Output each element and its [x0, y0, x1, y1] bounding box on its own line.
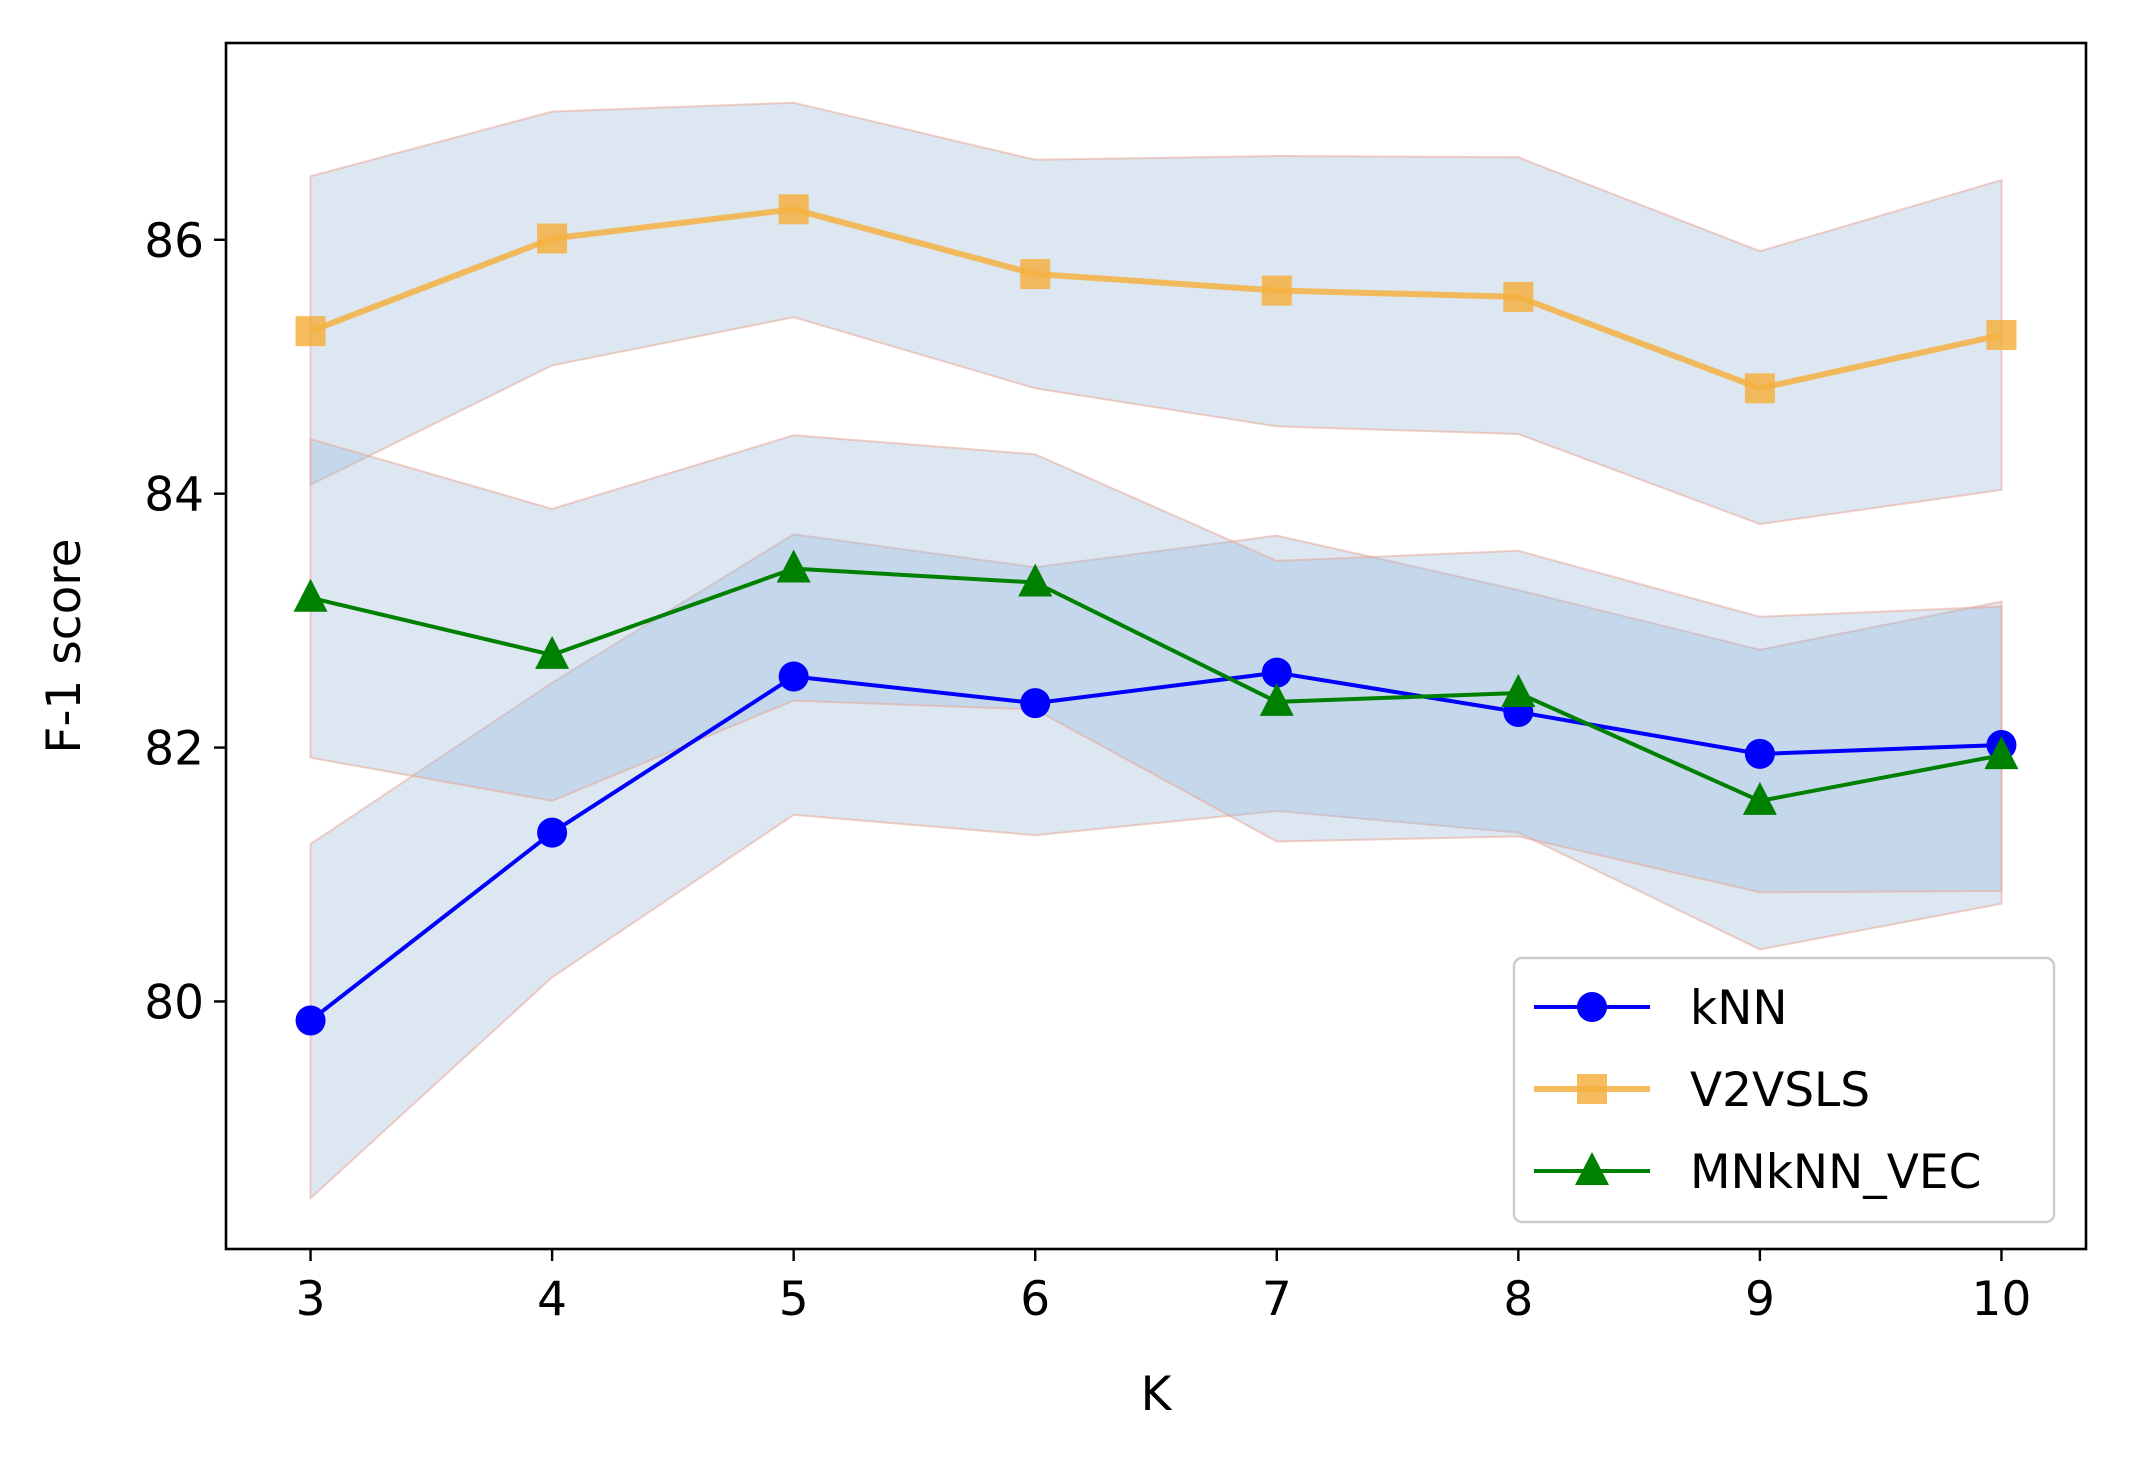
point-v2vsls-k3 — [295, 316, 326, 347]
y-tick-label: 84 — [144, 468, 204, 523]
point-knn-k5 — [778, 661, 809, 692]
y-tick-label: 82 — [144, 722, 204, 777]
legend-label-knn: kNN — [1690, 981, 1788, 1036]
point-v2vsls-k10 — [1986, 319, 2017, 350]
x-tick-label: 10 — [1972, 1272, 2032, 1327]
y-axis: 80 82 84 86 — [144, 214, 226, 1030]
series-lines — [309, 206, 2003, 1023]
line-mnknn-vec — [310, 566, 2002, 803]
point-mnknn-vec-k4 — [535, 635, 570, 669]
x-tick-label: 5 — [779, 1272, 809, 1327]
y-tick-label: 86 — [144, 214, 204, 269]
point-mnknn-vec-k3 — [293, 578, 328, 612]
band-v2vsls — [309, 101, 2003, 526]
point-v2vsls-k7 — [1261, 275, 1292, 306]
x-tick-label: 8 — [1503, 1272, 1533, 1327]
point-knn-k7 — [1261, 657, 1292, 688]
point-v2vsls-k5 — [778, 194, 809, 225]
x-axis: 3 4 5 6 7 8 9 10 — [296, 1249, 2032, 1327]
band-mnknn-vec — [309, 434, 2003, 894]
x-tick-label: 4 — [537, 1272, 567, 1327]
legend-marker-knn — [1577, 992, 1607, 1022]
legend-frame — [1512, 956, 2056, 1224]
line-v2vsls — [309, 206, 2003, 392]
point-knn-k3 — [295, 1005, 326, 1036]
point-mnknn-vec-k5 — [776, 549, 811, 583]
x-tick-label: 7 — [1262, 1272, 1292, 1327]
x-axis-label: K — [1141, 1367, 1173, 1422]
legend-marker-v2vsls — [1577, 1074, 1607, 1104]
point-mnknn-vec-k10 — [1984, 736, 2019, 770]
point-v2vsls-k9 — [1744, 373, 1775, 404]
point-knn-k9 — [1744, 738, 1775, 769]
confidence-bands — [309, 101, 2003, 1201]
point-mnknn-vec-k9 — [1742, 781, 1777, 815]
legend-marker-mnknn-vec — [1575, 1152, 1609, 1185]
y-axis-label: F-1 score — [37, 538, 92, 753]
legend: kNN V2VSLS MNkNN_VEC — [1512, 956, 2056, 1224]
point-mnknn-vec-k8 — [1501, 673, 1536, 707]
point-v2vsls-k6 — [1020, 259, 1051, 290]
point-mnknn-vec-k7 — [1259, 682, 1294, 716]
line-knn — [309, 670, 2002, 1023]
x-tick-label: 6 — [1020, 1272, 1050, 1327]
plot-frame — [224, 41, 2088, 1251]
point-knn-k6 — [1020, 688, 1051, 719]
legend-label-mnknn-vec: MNkNN_VEC — [1690, 1145, 1981, 1200]
x-tick-label: 9 — [1745, 1272, 1775, 1327]
series-markers — [293, 194, 2019, 1036]
band-knn — [309, 533, 2003, 1201]
point-v2vsls-k4 — [537, 223, 568, 254]
y-tick-label: 80 — [144, 975, 204, 1030]
x-tick-label: 3 — [296, 1272, 326, 1327]
point-knn-k4 — [537, 817, 568, 848]
point-mnknn-vec-k6 — [1018, 563, 1053, 597]
point-v2vsls-k8 — [1503, 281, 1534, 312]
legend-label-v2vsls: V2VSLS — [1690, 1063, 1870, 1118]
